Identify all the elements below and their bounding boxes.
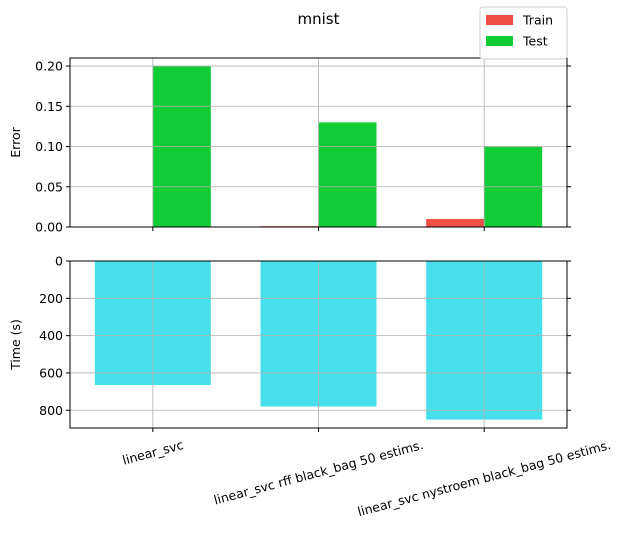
y-tick-label: 600 xyxy=(39,365,63,380)
bar xyxy=(318,122,377,227)
legend-swatch xyxy=(486,15,513,25)
y-tick-label: 0.15 xyxy=(35,99,63,114)
axes-frame xyxy=(69,260,568,429)
y-tick-label: 0.05 xyxy=(35,179,63,194)
y-tick-label: 0 xyxy=(55,254,63,269)
chart-title: mnist xyxy=(298,10,340,28)
y-tick-label: 0.10 xyxy=(35,139,63,154)
y-axis-label: Error xyxy=(8,126,23,157)
y-tick-label: 400 xyxy=(39,328,63,343)
y-tick-label: 800 xyxy=(39,403,63,418)
axes-frame xyxy=(69,57,568,228)
bar xyxy=(426,218,485,227)
y-tick-label: 0.20 xyxy=(35,59,63,74)
legend-label: Test xyxy=(522,34,548,49)
y-tick-label: 0.00 xyxy=(35,220,63,235)
y-axis-label: Time (s) xyxy=(8,319,23,371)
x-tick-label: linear_svc xyxy=(121,437,185,468)
legend-swatch xyxy=(486,36,513,46)
y-tick-label: 200 xyxy=(39,291,63,306)
legend-label: Train xyxy=(522,13,553,28)
